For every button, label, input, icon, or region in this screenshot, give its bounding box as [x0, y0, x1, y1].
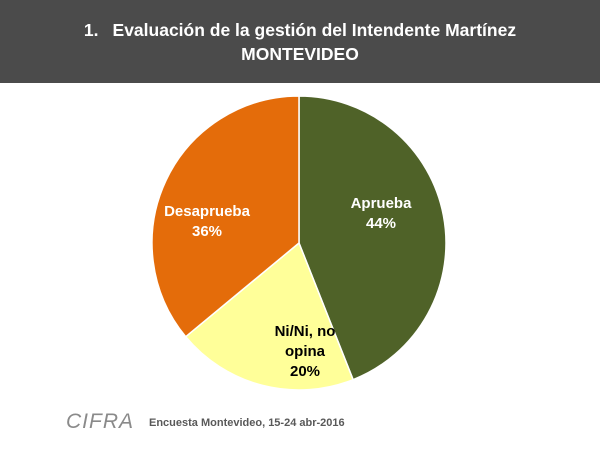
chart-title-line-1: 1. Evaluación de la gestión del Intendent… [84, 18, 516, 42]
pie-chart: Aprueba 44% Ni/Ni, no opina 20% Desaprueba 36% [151, 95, 447, 391]
footer: CIFRA Encuesta Montevideo, 15-24 abr-201… [0, 400, 600, 450]
source-note: Encuesta Montevideo, 15-24 abr-2016 [149, 417, 345, 429]
pie-slice-2 [151, 95, 300, 338]
chart-subtitle: MONTEVIDEO [241, 43, 359, 64]
pie-slice-1 [184, 241, 355, 391]
pie-slices [151, 95, 447, 391]
slice-name-label-2: Desaprueba [164, 203, 251, 220]
cifra-logo: CIFRA [66, 410, 134, 433]
pie-labels: Aprueba 44% Ni/Ni, no opina 20% Desaprueba 36% [164, 195, 412, 380]
title-bar: 1. Evaluación de la gestión del Intendent… [0, 0, 600, 83]
slice-name-label-1: Ni/Ni, no [275, 323, 336, 340]
chart-title: Evaluación de la gestión del Intendente … [112, 19, 517, 40]
slice-value-label-2: 36% [192, 223, 222, 240]
slice-value-label-0: 44% [366, 215, 396, 232]
slice-value-label-1: 20% [290, 363, 320, 380]
slice-name-label-0: Aprueba [351, 195, 413, 212]
title-number: 1. [83, 19, 99, 40]
pie-slice-0 [298, 95, 447, 381]
slice-name-label-1: opina [285, 343, 326, 360]
